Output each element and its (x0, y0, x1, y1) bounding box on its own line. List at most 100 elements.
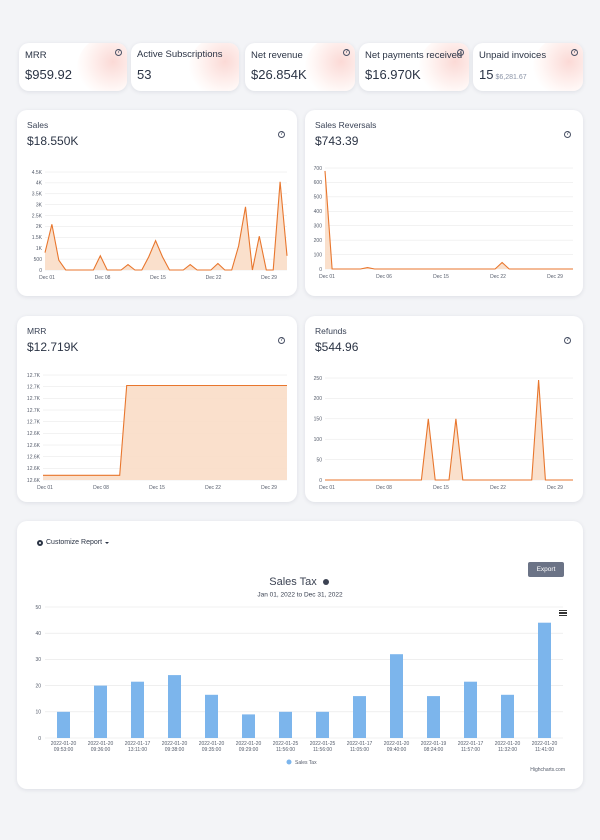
bar (427, 696, 440, 738)
sales-tax-bar-chart: Sales Tax Jan 01, 2022 to Dec 31, 2022 0 10… (35, 576, 565, 773)
bar (205, 694, 218, 738)
stat-value: 53 (137, 67, 152, 82)
y-tick-label: 4K (36, 181, 43, 187)
stat-label: Net payments received (365, 50, 463, 61)
bar (316, 711, 329, 738)
stat-sub-value: $6,281.67 (495, 74, 527, 81)
stat-count: 15 (479, 67, 494, 82)
sales-chart: 0 500 1K 1.5K 2K 2.5K 3K 3.5K 4K 4.5K Dec 01 Dec 08… (32, 170, 288, 281)
y-tick-label: 0 (319, 478, 322, 484)
x-tick-label: 09:35:00 (202, 747, 222, 753)
x-tick-label: 09:53:00 (54, 747, 74, 753)
x-tick-label: 2022-01-20 (199, 741, 225, 747)
stat-value: $16.970K (365, 67, 421, 82)
stat-card-mrr: MRR $959.92 ? (19, 43, 127, 91)
sales-reversals-chart: 0 100 200 300 400 500 600 700 Dec 01 Dec 06 Dec 15… (314, 166, 573, 280)
export-button[interactable]: Export (528, 562, 564, 577)
x-tick-label: 2022-01-20 (384, 741, 410, 747)
y-tick-label: 1.5K (32, 235, 43, 241)
y-tick-label: 600 (314, 180, 323, 186)
x-tick-label: Dec 06 (376, 274, 392, 280)
bar (538, 622, 551, 738)
x-tick-label: Dec 22 (205, 485, 221, 491)
y-tick-label: 10 (35, 710, 41, 716)
x-tick-label: Dec 01 (39, 275, 55, 281)
help-icon[interactable]: ? (278, 131, 285, 138)
help-icon[interactable]: ? (115, 49, 122, 56)
stat-value: $26.854K (251, 67, 307, 82)
series-line (44, 181, 288, 271)
series-line (324, 170, 573, 270)
y-tick-label: 3K (36, 202, 43, 208)
bar (279, 711, 292, 738)
x-tick-label: Dec 22 (206, 275, 222, 281)
x-tick-label: 09:38:00 (165, 747, 185, 753)
mrr-chart: 12.6K 12.6K 12.6K 12.6K 12.6K 12.7K 12.7K 12.7K… (27, 373, 287, 491)
area-fill (43, 385, 287, 480)
bar (242, 714, 255, 738)
bar (57, 711, 70, 738)
area-fill (325, 170, 573, 269)
x-tick-label: Dec 15 (149, 485, 165, 491)
help-icon[interactable]: ? (278, 337, 285, 344)
series-line (325, 379, 573, 481)
chart-title: Sales Tax (269, 576, 317, 588)
info-icon (323, 579, 329, 585)
x-tick-label: Dec 29 (261, 485, 277, 491)
chart-card-title: MRR (27, 326, 47, 336)
stat-card-active-subscriptions: Active Subscriptions 53 (131, 43, 239, 91)
help-icon[interactable]: ? (564, 337, 571, 344)
help-icon[interactable]: ? (457, 49, 464, 56)
y-tick-label: 100 (314, 437, 323, 443)
y-tick-label: 50 (35, 605, 41, 611)
bar (464, 681, 477, 738)
x-tick-label: Dec 15 (433, 485, 449, 491)
x-tick-label: 2022-01-20 (162, 741, 188, 747)
y-tick-label: 12.6K (27, 454, 41, 460)
y-tick-label: 500 (314, 195, 323, 201)
x-tick-label: Dec 01 (37, 485, 53, 491)
x-tick-label: 08:24:00 (424, 747, 444, 753)
x-tick-label: 11:56:00 (313, 747, 332, 753)
y-tick-label: 12.7K (27, 408, 41, 414)
stat-card-net-revenue: Net revenue $26.854K ? (245, 43, 355, 91)
bar (501, 694, 514, 738)
y-tick-label: 12.7K (27, 419, 41, 425)
x-tick-label: Dec 29 (547, 485, 563, 491)
y-tick-label: 500 (34, 257, 43, 263)
y-tick-label: 3.5K (32, 192, 43, 198)
help-icon[interactable]: ? (343, 49, 350, 56)
x-tick-label: 2022-01-20 (88, 741, 114, 747)
y-tick-label: 0 (38, 736, 41, 742)
chart-card-amount: $544.96 (315, 340, 359, 354)
help-icon[interactable]: ? (571, 49, 578, 56)
legend-label: Sales Tax (295, 760, 317, 766)
y-tick-label: 12.7K (27, 396, 41, 402)
sales-tax-report-card: Customize Report Export Sales Tax Jan 01,… (17, 521, 583, 789)
customize-report-button[interactable]: Customize Report (37, 539, 110, 546)
chart-card-amount: $743.39 (315, 134, 359, 148)
x-tick-label: 2022-01-17 (125, 741, 151, 747)
y-tick-label: 0 (39, 268, 42, 274)
y-tick-label: 50 (316, 457, 322, 463)
series-line (43, 384, 287, 476)
hamburger-menu-icon[interactable] (559, 610, 567, 616)
x-tick-label: 2022-01-20 (236, 741, 262, 747)
y-tick-label: 150 (314, 417, 323, 423)
x-tick-label: Dec 01 (319, 274, 335, 280)
refunds-chart: 0 50 100 150 200 250 Dec 01 Dec 08 Dec 15 Dec 22 D… (314, 376, 573, 491)
help-icon[interactable]: ? (564, 131, 571, 138)
x-tick-label: 11:05:00 (350, 747, 369, 753)
y-tick-label: 4.5K (32, 170, 43, 176)
area-fill (325, 380, 573, 480)
y-tick-label: 30 (35, 657, 41, 663)
stat-label: Unpaid invoices (479, 50, 547, 61)
mrr-chart-card: MRR $12.719K ? 12.6K 12.6K 12.6K 12.6K 12.6K… (17, 316, 297, 502)
y-tick-label: 700 (314, 166, 323, 172)
caret-down-icon (105, 541, 110, 544)
stat-label: Active Subscriptions (137, 49, 223, 60)
x-tick-label: Dec 08 (93, 485, 109, 491)
y-tick-label: 12.6K (27, 443, 41, 449)
x-tick-label: 2022-01-25 (273, 741, 299, 747)
y-tick-label: 400 (314, 209, 323, 215)
